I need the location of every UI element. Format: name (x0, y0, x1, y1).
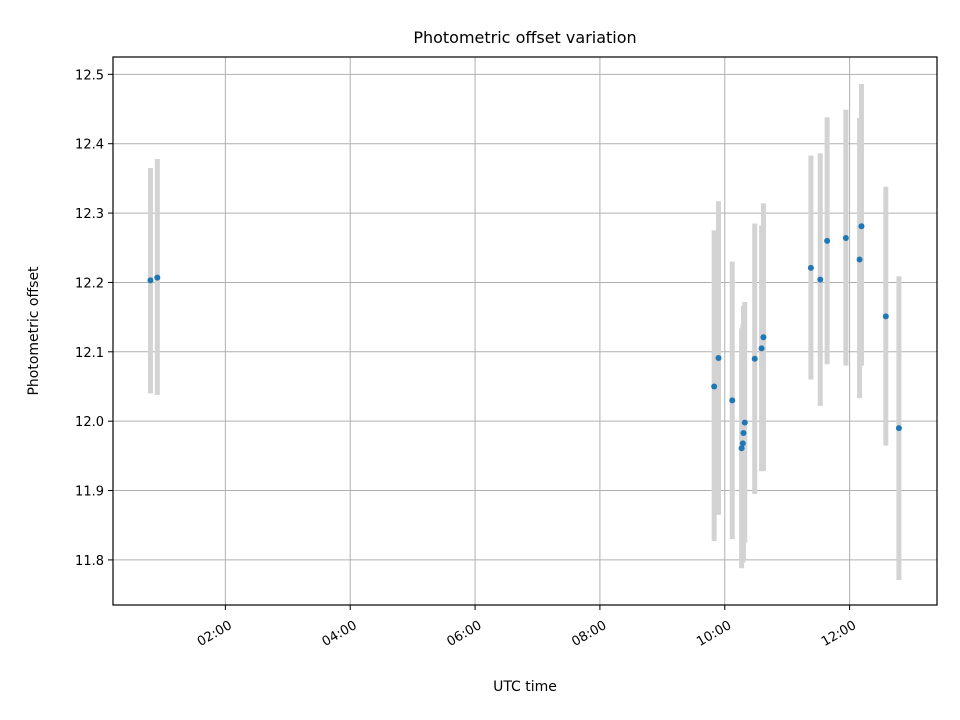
x-axis-label: UTC time (493, 679, 557, 695)
y-tick-label: 12.5 (75, 68, 104, 83)
data-point (739, 440, 746, 447)
y-tick-label: 11.9 (75, 485, 104, 500)
data-point (758, 345, 765, 352)
chart-title: Photometric offset variation (413, 28, 636, 47)
data-point (715, 355, 722, 362)
data-point (882, 313, 889, 320)
data-point (842, 235, 849, 242)
y-tick-label: 12.2 (75, 276, 104, 291)
data-point (817, 276, 824, 283)
data-points (147, 223, 902, 452)
y-tick-label: 11.8 (75, 554, 104, 569)
data-point (711, 383, 718, 390)
data-point (760, 334, 767, 341)
data-point (858, 223, 865, 230)
data-point (807, 264, 814, 271)
data-point (738, 445, 745, 452)
data-point (147, 277, 154, 284)
y-tick-label: 12.0 (75, 415, 104, 430)
data-point (729, 397, 736, 404)
y-axis-label: Photometric offset (26, 266, 42, 396)
plot-area-frame (112, 56, 938, 606)
data-point (740, 429, 747, 436)
data-point (895, 425, 902, 432)
grid-lines (113, 57, 937, 605)
y-axis-ticks: 11.8 11.9 12.0 12.1 12.2 12.3 12.4 12.5 (75, 68, 113, 569)
data-point (856, 256, 863, 263)
y-tick-label: 12.4 (75, 138, 104, 153)
y-tick-label: 12.3 (75, 207, 104, 222)
data-point (154, 274, 161, 281)
data-point (751, 355, 758, 362)
data-point (824, 237, 831, 244)
data-point (741, 419, 748, 426)
y-tick-label: 12.1 (75, 346, 104, 361)
